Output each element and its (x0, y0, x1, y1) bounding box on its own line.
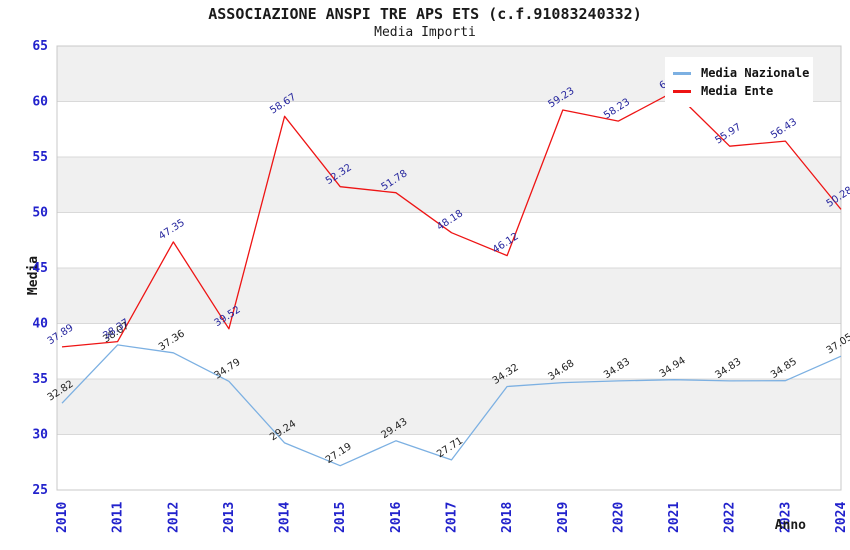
x-axis-label: Anno (775, 518, 806, 533)
x-tick-label: 2018 (500, 502, 515, 533)
legend-line-swatch (673, 71, 691, 75)
plot-band (57, 323, 841, 379)
x-tick-label: 2015 (333, 502, 348, 533)
y-tick-label: 40 (32, 317, 48, 332)
x-tick-label: 2020 (611, 502, 626, 533)
plot-band (57, 157, 841, 213)
x-tick-label: 2012 (166, 502, 181, 533)
plot-border (56, 45, 842, 491)
series-line-media-ente (61, 90, 842, 348)
legend: Media Nazionale Media Ente (665, 57, 813, 107)
legend-label: Media Ente (701, 84, 774, 98)
x-tick-label: 2010 (55, 502, 70, 533)
legend-item-media-ente: Media Ente (673, 83, 805, 99)
plot-band (57, 101, 841, 157)
y-tick-label: 55 (32, 150, 48, 165)
plot-band (57, 434, 841, 490)
y-tick-label: 30 (32, 428, 48, 443)
x-tick-label: 2023 (778, 502, 793, 533)
x-tick-label: 2022 (723, 502, 738, 533)
x-tick-label: 2016 (389, 502, 404, 533)
chart-subtitle: Media Importi (374, 25, 476, 40)
x-tick-label: 2021 (667, 502, 682, 533)
y-tick-label: 60 (32, 95, 48, 110)
y-tick-label: 50 (32, 206, 48, 221)
x-tick-label: 2014 (278, 502, 293, 533)
chart-title: ASSOCIAZIONE ANSPI TRE APS ETS (c.f.9108… (208, 5, 642, 23)
y-tick-label: 65 (32, 39, 48, 54)
x-tick-label: 2019 (556, 502, 571, 533)
plot-band (57, 268, 841, 324)
legend-label: Media Nazionale (701, 66, 810, 80)
legend-item-media-nazionale: Media Nazionale (673, 65, 809, 81)
x-tick-label: 2013 (222, 502, 237, 533)
x-tick-label: 2024 (834, 502, 849, 533)
series-line-media-nazionale (61, 344, 842, 467)
legend-line-swatch (673, 89, 691, 93)
plot-band (57, 212, 841, 268)
y-tick-label: 35 (32, 372, 48, 387)
y-tick-label: 45 (32, 261, 48, 276)
x-tick-label: 2011 (111, 502, 126, 533)
plot-band (57, 379, 841, 435)
x-tick-label: 2017 (445, 502, 460, 533)
y-tick-label: 25 (32, 483, 48, 498)
